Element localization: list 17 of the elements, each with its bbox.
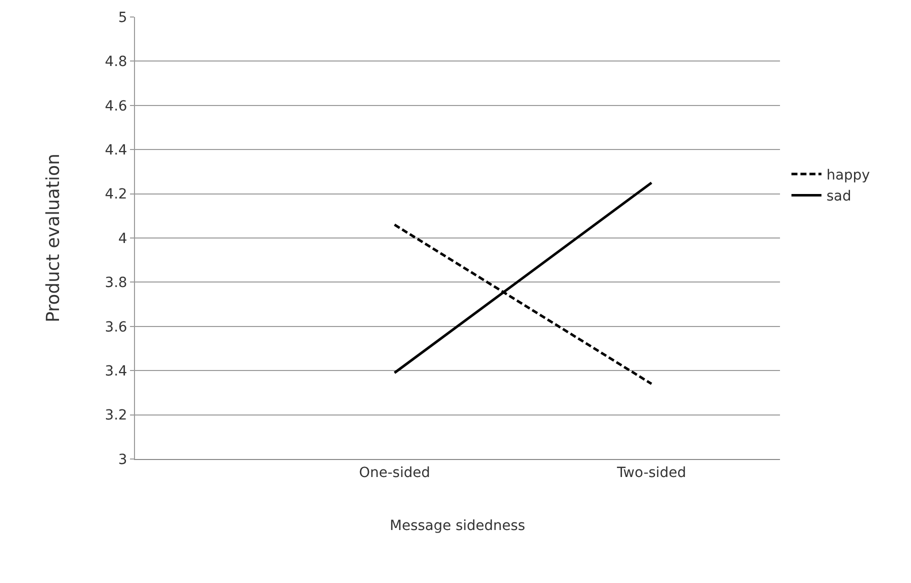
y-tick-label: 3.4 bbox=[104, 364, 128, 380]
y-tick-label: 4.8 bbox=[104, 54, 128, 70]
y-tick-label: 4.2 bbox=[104, 186, 128, 203]
legend-label: sad bbox=[826, 188, 852, 205]
y-tick-label: 4 bbox=[118, 230, 128, 247]
legend-label: happy bbox=[826, 168, 870, 184]
x-tick-label: Two-sided bbox=[616, 464, 686, 481]
y-axis-title: Product evaluation bbox=[43, 154, 64, 322]
y-tick-label: 4.6 bbox=[104, 98, 128, 114]
x-tick-label: One-sided bbox=[358, 464, 430, 481]
y-tick-label: 3.8 bbox=[104, 275, 128, 292]
y-tick-label: 3.2 bbox=[104, 408, 128, 424]
x-axis-title: Message sidedness bbox=[390, 518, 526, 534]
y-tick-label: 3.6 bbox=[104, 319, 128, 336]
y-tick-label: 5 bbox=[118, 10, 128, 26]
y-tick-label: 4.4 bbox=[104, 142, 128, 158]
y-tick-label: 3 bbox=[118, 452, 128, 468]
